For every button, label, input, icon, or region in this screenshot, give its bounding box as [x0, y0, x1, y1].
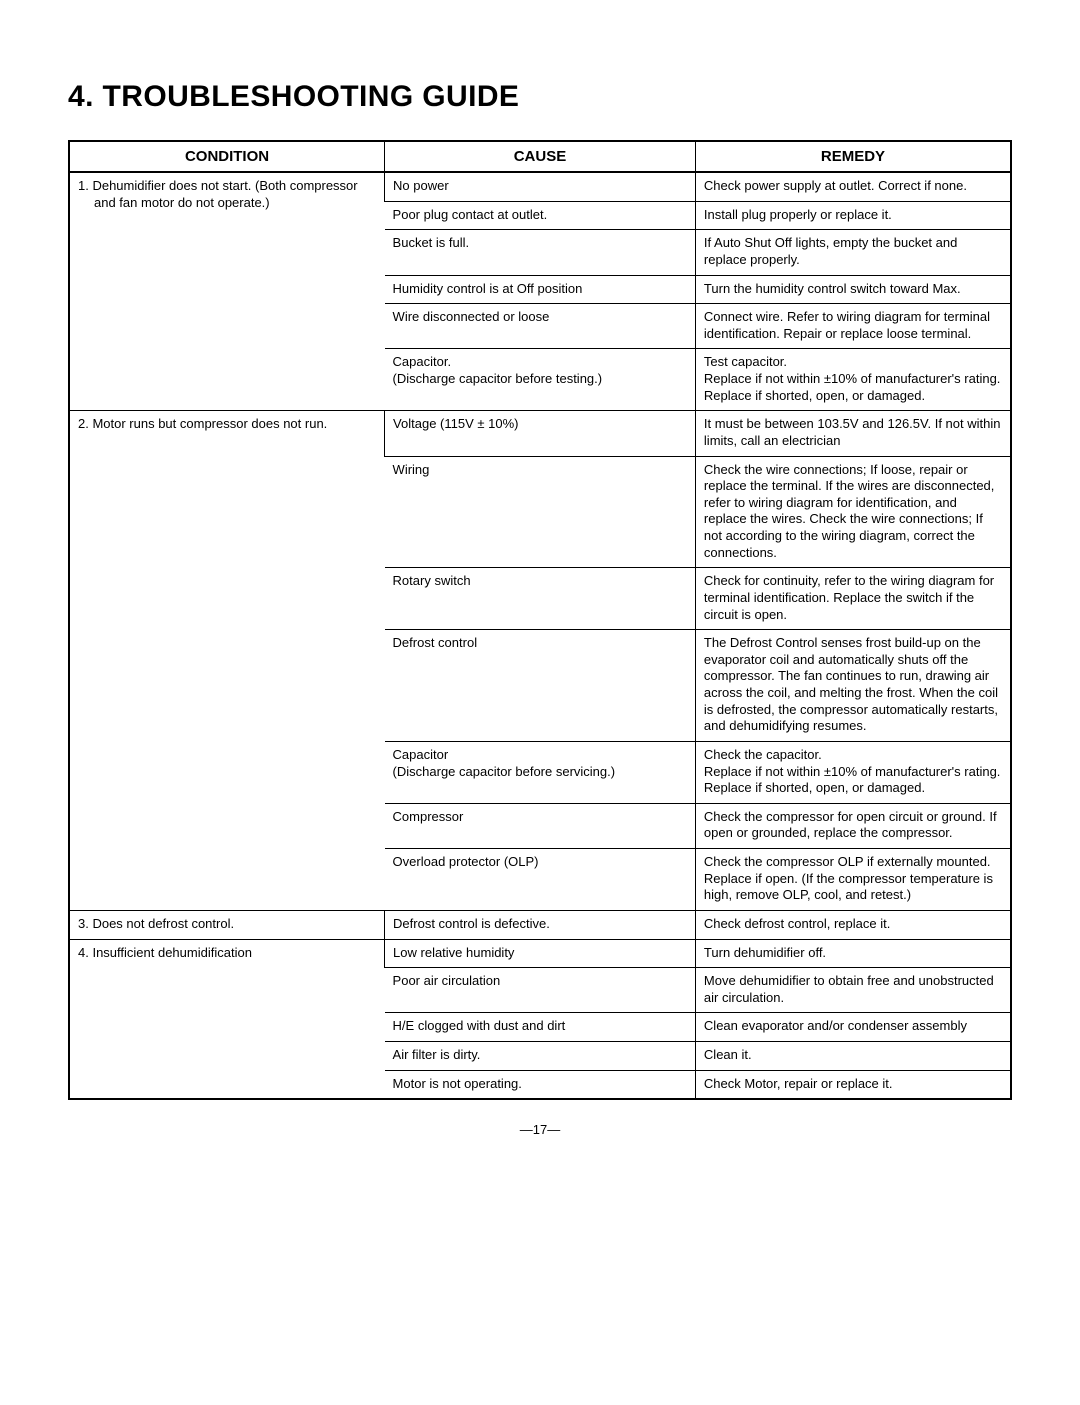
page-title: 4. TROUBLESHOOTING GUIDE [68, 80, 1012, 114]
remedy-cell: Check power supply at outlet. Correct if… [695, 172, 1011, 201]
remedy-cell: It must be between 103.5V and 126.5V. If… [695, 411, 1011, 456]
cause-cell: Wiring [385, 456, 696, 568]
condition-cell: 3. Does not defrost control. [69, 910, 385, 939]
cause-cell: Defrost control is defective. [385, 910, 696, 939]
condition-text: 4. Insufficient dehumidification [78, 945, 376, 962]
cause-cell: No power [385, 172, 696, 201]
remedy-cell: The Defrost Control senses frost build-u… [695, 630, 1011, 742]
cause-cell: Humidity control is at Off position [385, 275, 696, 304]
remedy-cell: Move dehumidifier to obtain free and uno… [695, 968, 1011, 1013]
cause-cell: Capacitor (Discharge capacitor before se… [385, 741, 696, 803]
cause-cell: Capacitor. (Discharge capacitor before t… [385, 349, 696, 411]
table-row: 1. Dehumidifier does not start. (Both co… [69, 172, 1011, 201]
cause-cell: Rotary switch [385, 568, 696, 630]
col-header-cause: CAUSE [385, 141, 696, 172]
remedy-cell: Turn dehumidifier off. [695, 939, 1011, 968]
cause-cell: Compressor [385, 803, 696, 848]
cause-cell: Motor is not operating. [385, 1070, 696, 1099]
cause-cell: Low relative humidity [385, 939, 696, 968]
remedy-cell: Check the wire connections; If loose, re… [695, 456, 1011, 568]
remedy-cell: Check for continuity, refer to the wirin… [695, 568, 1011, 630]
remedy-cell: Connect wire. Refer to wiring diagram fo… [695, 304, 1011, 349]
remedy-cell: Install plug properly or replace it. [695, 201, 1011, 230]
remedy-cell: Check Motor, repair or replace it. [695, 1070, 1011, 1099]
remedy-cell: Clean evaporator and/or condenser assemb… [695, 1013, 1011, 1042]
remedy-cell: Check defrost control, replace it. [695, 910, 1011, 939]
table-row: 3. Does not defrost control. Defrost cont… [69, 910, 1011, 939]
cause-cell: Voltage (115V ± 10%) [385, 411, 696, 456]
table-row: 4. Insufficient dehumidification Low rela… [69, 939, 1011, 968]
condition-text: 1. Dehumidifier does not start. (Both co… [78, 178, 376, 211]
troubleshooting-table: CONDITION CAUSE REMEDY 1. Dehumidifier d… [68, 140, 1012, 1100]
remedy-cell: Check the compressor for open circuit or… [695, 803, 1011, 848]
remedy-cell: If Auto Shut Off lights, empty the bucke… [695, 230, 1011, 275]
cause-cell: Defrost control [385, 630, 696, 742]
cause-cell: Air filter is dirty. [385, 1042, 696, 1071]
condition-text: 2. Motor runs but compressor does not ru… [78, 416, 376, 433]
remedy-cell: Turn the humidity control switch toward … [695, 275, 1011, 304]
page-footer: —17— [68, 1122, 1012, 1137]
cause-cell: Overload protector (OLP) [385, 849, 696, 911]
col-header-remedy: REMEDY [695, 141, 1011, 172]
cause-cell: Poor plug contact at outlet. [385, 201, 696, 230]
cause-cell: Wire disconnected or loose [385, 304, 696, 349]
remedy-cell: Check the compressor OLP if externally m… [695, 849, 1011, 911]
condition-cell: 2. Motor runs but compressor does not ru… [69, 411, 385, 911]
condition-cell: 4. Insufficient dehumidification [69, 939, 385, 1099]
cause-cell: H/E clogged with dust and dirt [385, 1013, 696, 1042]
col-header-condition: CONDITION [69, 141, 385, 172]
remedy-cell: Check the capacitor. Replace if not with… [695, 741, 1011, 803]
table-row: 2. Motor runs but compressor does not ru… [69, 411, 1011, 456]
remedy-cell: Clean it. [695, 1042, 1011, 1071]
cause-cell: Poor air circulation [385, 968, 696, 1013]
condition-cell: 1. Dehumidifier does not start. (Both co… [69, 172, 385, 411]
table-header-row: CONDITION CAUSE REMEDY [69, 141, 1011, 172]
cause-cell: Bucket is full. [385, 230, 696, 275]
remedy-cell: Test capacitor. Replace if not within ±1… [695, 349, 1011, 411]
page: 4. TROUBLESHOOTING GUIDE CONDITION CAUSE… [0, 0, 1080, 1405]
condition-text: 3. Does not defrost control. [78, 916, 376, 933]
